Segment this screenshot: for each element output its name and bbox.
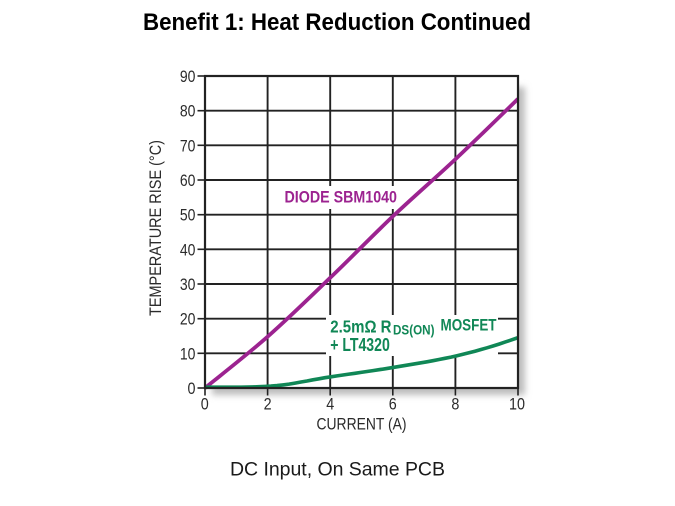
svg-text:0: 0	[201, 395, 209, 414]
svg-text:40: 40	[180, 240, 196, 259]
svg-text:80: 80	[180, 102, 196, 121]
svg-text:8: 8	[451, 395, 459, 414]
svg-text:DIODE SBM1040: DIODE SBM1040	[285, 188, 398, 207]
svg-text:30: 30	[180, 275, 196, 294]
svg-text:+ LT4320: + LT4320	[330, 334, 390, 355]
svg-text:TEMPERATURE RISE (°C): TEMPERATURE RISE (°C)	[147, 140, 165, 316]
svg-text:2: 2	[264, 395, 272, 414]
svg-text:CURRENT (A): CURRENT (A)	[317, 416, 407, 434]
svg-text:MOSFET: MOSFET	[441, 317, 497, 335]
svg-text:70: 70	[180, 136, 196, 155]
svg-text:DC Input, On Same PCB: DC Input, On Same PCB	[230, 458, 445, 480]
svg-text:60: 60	[180, 171, 196, 190]
svg-text:2.5mΩ R: 2.5mΩ R	[330, 317, 392, 337]
svg-text:Benefit 1: Heat Reduction Cont: Benefit 1: Heat Reduction Continued	[143, 9, 531, 36]
svg-text:DS(ON): DS(ON)	[393, 323, 435, 338]
svg-text:10: 10	[509, 395, 525, 414]
svg-text:10: 10	[180, 344, 196, 363]
svg-text:4: 4	[326, 395, 334, 414]
svg-text:90: 90	[180, 67, 196, 86]
svg-text:6: 6	[389, 395, 397, 414]
svg-text:20: 20	[180, 310, 196, 329]
svg-text:0: 0	[188, 379, 196, 398]
svg-text:50: 50	[180, 206, 196, 225]
